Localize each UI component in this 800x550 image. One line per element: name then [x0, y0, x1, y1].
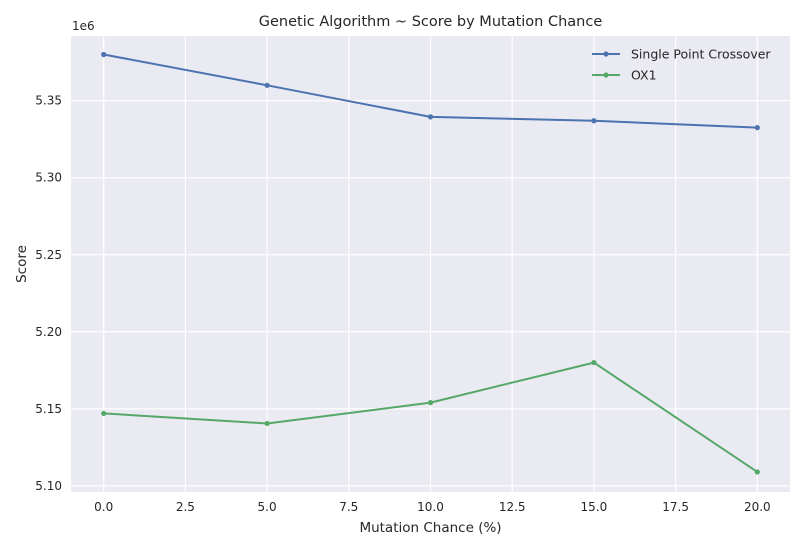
- x-tick-label: 17.5: [662, 500, 689, 514]
- data-point: [754, 125, 760, 131]
- x-tick-label: 0.0: [94, 500, 113, 514]
- series-layer: [101, 51, 760, 475]
- legend: Single Point Crossover OX1: [592, 47, 771, 83]
- legend-marker: [603, 72, 609, 78]
- y-tick-label: 5.25: [35, 248, 62, 262]
- x-tick-label: 2.5: [176, 500, 195, 514]
- data-point: [427, 400, 434, 406]
- y-axis-offset-label: 1e6: [72, 19, 95, 33]
- legend-label: OX1: [631, 68, 657, 83]
- grid-lines: [71, 36, 790, 492]
- data-point: [754, 469, 760, 475]
- x-tick-label: 15.0: [581, 500, 608, 514]
- data-point: [264, 420, 270, 427]
- x-axis-title: Mutation Chance (%): [359, 520, 501, 536]
- x-tick-label: 7.5: [339, 500, 358, 514]
- data-point: [427, 114, 434, 120]
- chart-title: Genetic Algorithm ~ Score by Mutation Ch…: [259, 14, 603, 30]
- y-tick-label: 5.15: [35, 402, 62, 416]
- x-tick-label: 20.0: [744, 500, 771, 514]
- data-point: [591, 118, 597, 124]
- y-axis-ticks: 5.10 5.15 5.20 5.25 5.30 5.35: [35, 94, 62, 493]
- x-tick-label: 10.0: [417, 500, 444, 514]
- data-point: [264, 82, 270, 88]
- y-axis-title: Score: [14, 245, 30, 283]
- y-tick-label: 5.20: [35, 325, 62, 339]
- data-point: [101, 410, 107, 417]
- legend-marker: [603, 51, 609, 57]
- data-point: [101, 51, 107, 58]
- y-tick-label: 5.10: [35, 479, 62, 493]
- x-axis-ticks: 0.0 2.5 5.0 7.5 10.0 12.5 15.0 17.5 20.0: [94, 500, 771, 514]
- data-point: [591, 359, 597, 366]
- x-tick-label: 5.0: [258, 500, 277, 514]
- y-tick-label: 5.35: [35, 94, 62, 108]
- y-tick-label: 5.30: [35, 171, 62, 185]
- legend-label: Single Point Crossover: [631, 47, 771, 62]
- x-tick-label: 12.5: [499, 500, 526, 514]
